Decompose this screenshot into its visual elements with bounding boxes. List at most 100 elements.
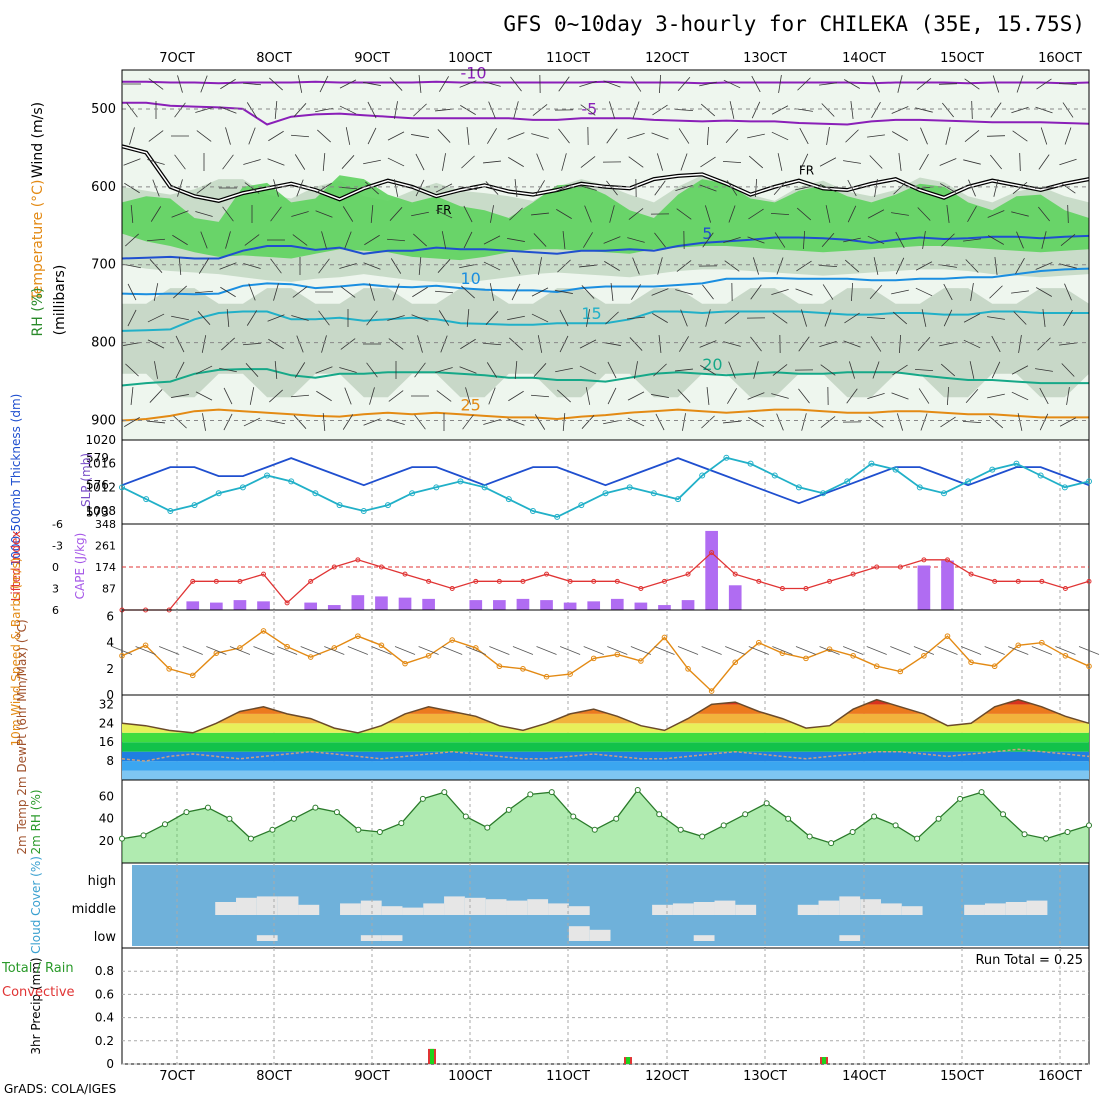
wind-barb [965, 259, 979, 273]
wind-barb [608, 101, 616, 119]
temp-band [122, 751, 1089, 762]
cape-bar [634, 602, 648, 610]
rh-tick: 60 [99, 790, 114, 804]
wind-speed-marker [284, 643, 290, 650]
wind-barb [970, 283, 974, 301]
wind-barb [411, 211, 429, 217]
wind-barb [988, 235, 1004, 245]
middle-cloud-block [360, 900, 382, 915]
wind-barb [892, 364, 908, 376]
wind-barb [367, 127, 377, 145]
wind-speed-marker [378, 642, 385, 649]
wind-barb [269, 77, 283, 91]
wind-barb [555, 184, 573, 192]
wind-barb [706, 387, 710, 405]
wind-barb [201, 335, 207, 353]
wind-barb [675, 184, 693, 192]
wind-barb [773, 180, 787, 196]
wind-barb [798, 388, 810, 404]
rh-marker [1021, 831, 1028, 838]
wind-barb [630, 76, 642, 92]
wind-barb [322, 412, 326, 432]
wind-barb [363, 159, 381, 165]
wind-barb [818, 264, 838, 268]
lifted-index-marker [213, 578, 219, 584]
surface-wind-barb [465, 646, 486, 655]
wind-barb [532, 104, 548, 116]
lifted-index-marker [567, 578, 573, 584]
wind-barb [511, 283, 521, 301]
temp-tick: 32 [99, 697, 114, 711]
wind-barb [607, 361, 617, 379]
slp-marker [1013, 460, 1020, 467]
wind-barb [938, 83, 958, 85]
wind-barb [178, 256, 182, 276]
rh-marker [269, 826, 276, 833]
wind-barb [580, 156, 596, 168]
wind-barb [196, 182, 212, 194]
cape-bar [186, 601, 200, 610]
wind-barb [627, 391, 645, 401]
wind-barb [559, 309, 569, 327]
wind-barb [411, 134, 429, 138]
lifted-index-marker [968, 571, 974, 577]
wind-barb [531, 133, 549, 139]
slp-marker [191, 502, 198, 509]
lifted-index-marker [237, 578, 243, 584]
wind-barb [1037, 337, 1051, 351]
wind-barb [267, 419, 285, 425]
wind-barb [418, 256, 422, 276]
wind-barb [725, 128, 739, 144]
lifted-index-marker [284, 600, 290, 606]
temp-tick: 8 [106, 754, 114, 768]
slp-marker [119, 484, 125, 491]
slp-marker [675, 496, 682, 503]
wind-barb [819, 340, 837, 348]
middle-cloud-block [1005, 902, 1027, 915]
middle-cloud-block [1026, 900, 1048, 915]
wind-barb [796, 207, 812, 221]
wind-barb [579, 264, 597, 268]
slp-marker [505, 496, 512, 503]
wind-barb [898, 334, 902, 354]
wind-barb [441, 231, 447, 249]
wind-barb [994, 257, 998, 275]
wind-barb [845, 129, 859, 143]
wind-barb [196, 130, 212, 142]
wind-barb [389, 77, 403, 91]
wind-barb [1035, 106, 1053, 114]
wind-barb [200, 75, 208, 93]
wind-barb [195, 211, 213, 217]
wind-barb [1015, 258, 1025, 274]
slp-marker [433, 484, 440, 491]
wind-barb [127, 283, 137, 301]
top-date-tick: 16OCT [1038, 51, 1082, 66]
wind-barb [556, 209, 572, 219]
wind-barb [820, 364, 836, 376]
wind-barb [562, 412, 566, 432]
wind-barb [723, 420, 741, 424]
middle-cloud-block [381, 906, 403, 915]
lifted-index-marker [732, 571, 738, 577]
rh-marker [355, 826, 362, 833]
wind-barb [268, 130, 284, 142]
top-date-tick: 9OCT [354, 51, 390, 66]
lifted-index-marker [308, 578, 314, 584]
wind-barb [678, 128, 690, 144]
wind-barb [778, 75, 782, 93]
wind-barb [195, 107, 213, 113]
wind-barb [820, 416, 836, 428]
wind-barb [225, 127, 231, 145]
slp-marker [868, 460, 875, 467]
wind-barb [411, 314, 429, 322]
wind-barb [964, 78, 980, 90]
wind-barb [321, 231, 327, 249]
wind-barb [463, 231, 473, 249]
slp-marker [1086, 478, 1092, 485]
precip-rain-bar [822, 1057, 826, 1064]
wind-barb [939, 158, 957, 166]
wind-barb [891, 106, 909, 114]
wind-barb [1012, 130, 1028, 142]
wind-barb [344, 231, 352, 249]
wind-barb [508, 390, 524, 402]
